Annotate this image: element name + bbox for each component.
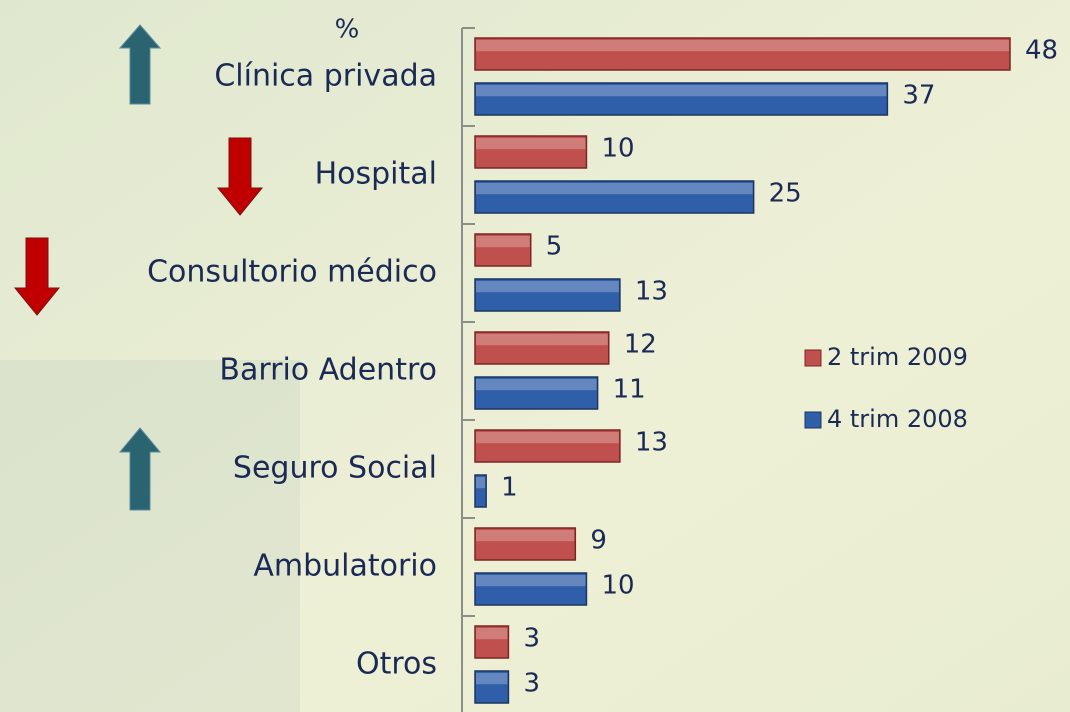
bar (474, 37, 1011, 71)
bar (474, 376, 599, 410)
bar-highlight (476, 236, 530, 248)
category-label: Clínica privada (214, 59, 437, 94)
bar (474, 233, 532, 267)
value-label: 11 (613, 375, 646, 405)
bar-highlight (476, 530, 575, 542)
bar-highlight (476, 432, 619, 444)
category-label: Hospital (315, 157, 437, 192)
value-label: 13 (635, 277, 668, 307)
legend-swatch (804, 411, 822, 429)
background-building (0, 360, 300, 712)
arrow-up (118, 427, 162, 511)
bar (474, 278, 621, 312)
bar-highlight (476, 575, 586, 587)
axis-label: % (335, 15, 360, 45)
bar (474, 429, 621, 463)
category-label: Otros (356, 647, 437, 682)
value-label: 25 (769, 179, 802, 209)
bar (474, 82, 889, 116)
value-label: 13 (635, 428, 668, 458)
value-label: 10 (601, 134, 634, 164)
legend-label: 2 trim 2009 (827, 343, 968, 371)
bar-highlight (476, 138, 586, 150)
bar (474, 670, 510, 704)
bar (474, 331, 610, 365)
arrow-up (118, 24, 162, 105)
arrow-down (13, 237, 61, 316)
bar-highlight (476, 40, 1009, 52)
value-label: 37 (902, 81, 935, 111)
legend-swatch (804, 349, 822, 367)
bar-highlight (476, 379, 597, 391)
bar (474, 135, 588, 169)
bar-highlight (476, 477, 486, 489)
bar (474, 527, 577, 561)
value-label: 48 (1025, 36, 1058, 66)
category-label: Barrio Adentro (219, 353, 437, 388)
bar (474, 625, 510, 659)
value-label: 10 (601, 571, 634, 601)
value-label: 3 (523, 624, 540, 654)
value-label: 12 (624, 330, 657, 360)
legend-label: 4 trim 2008 (827, 405, 968, 433)
bar-highlight (476, 85, 887, 97)
category-label: Consultorio médico (147, 255, 437, 290)
bar-highlight (476, 281, 619, 293)
value-label: 9 (590, 526, 607, 556)
bar-highlight (476, 673, 508, 685)
arrow-down (216, 137, 264, 216)
category-label: Ambulatorio (253, 549, 437, 584)
value-label: 3 (523, 669, 540, 699)
bar-highlight (476, 334, 608, 346)
bar-highlight (476, 183, 753, 195)
category-label: Seguro Social (233, 451, 437, 486)
value-label: 1 (501, 473, 518, 503)
bar-highlight (476, 628, 508, 640)
bar (474, 180, 755, 214)
value-label: 5 (546, 232, 563, 262)
bar (474, 474, 487, 508)
bar (474, 572, 588, 606)
